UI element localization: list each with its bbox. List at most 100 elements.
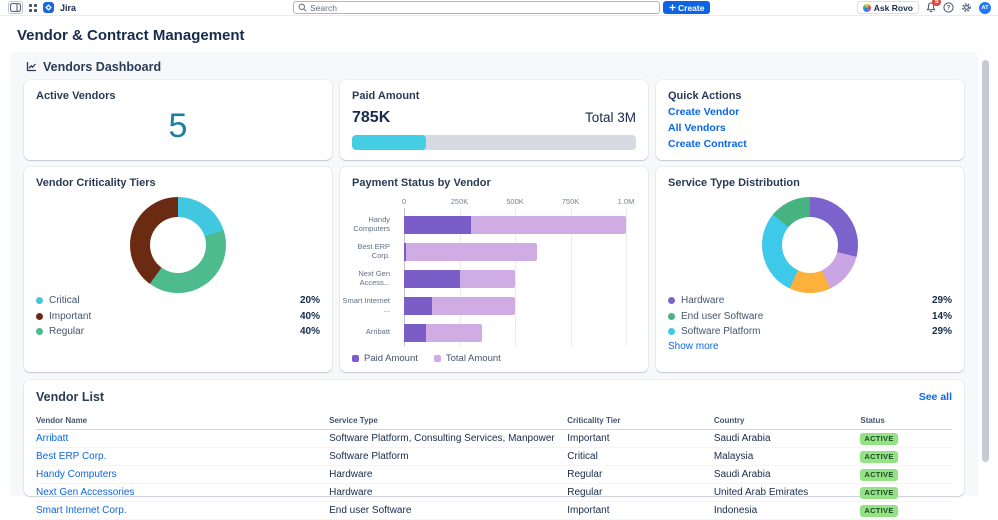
criticality-cell: Regular xyxy=(567,465,714,484)
column-header[interactable]: Status xyxy=(860,413,952,430)
paid-progress-fill xyxy=(352,135,426,150)
country-cell: Malaysia xyxy=(713,447,861,466)
user-avatar[interactable]: AT xyxy=(979,1,991,14)
legend-item: Regular 40% xyxy=(36,324,320,340)
status-cell: ACTIVE xyxy=(860,465,952,484)
column-header[interactable]: Country xyxy=(713,413,861,430)
x-tick-label: 500K xyxy=(506,197,524,206)
status-cell: ACTIVE xyxy=(860,447,952,466)
legend-dot xyxy=(668,312,675,320)
criticality-legend: Critical 20% Important 40% Regular 40% xyxy=(36,293,320,340)
svg-text:?: ? xyxy=(947,5,951,12)
legend-value: 29% xyxy=(931,295,952,307)
paid-amount-total: Total 3M xyxy=(584,110,636,125)
legend-item: Important 40% xyxy=(36,309,320,325)
ask-rovo-label: Ask Rovo xyxy=(873,2,913,13)
x-tick-label: 250K xyxy=(450,197,469,206)
jira-logo-icon[interactable] xyxy=(43,2,54,13)
total-amount-bar xyxy=(404,242,538,261)
rovo-icon xyxy=(862,3,871,12)
sidebar-toggle-icon[interactable] xyxy=(8,1,23,14)
bar-row xyxy=(404,211,626,238)
quick-actions-links: Create Vendor All Vendors Create Contract xyxy=(668,106,952,150)
ask-rovo-button[interactable]: Ask Rovo xyxy=(856,1,919,14)
plus-icon xyxy=(669,4,676,11)
active-vendors-card: Active Vendors 5 xyxy=(24,80,332,160)
criticality-title: Vendor Criticality Tiers xyxy=(36,177,156,189)
paid-amount-bar xyxy=(404,242,407,261)
legend-label: Important xyxy=(49,310,92,322)
show-more-link[interactable]: Show more xyxy=(668,341,719,352)
gridline xyxy=(570,208,572,346)
criticality-donut xyxy=(130,197,226,293)
service-type-cell: Software Platform, Consulting Services, … xyxy=(329,429,568,448)
vendor-name-link[interactable]: Handy Computers xyxy=(36,469,117,480)
service-type-cell: Software Platform xyxy=(329,447,568,466)
y-axis-label: Arribatt xyxy=(365,327,390,337)
vendor-name-link[interactable]: Arribatt xyxy=(36,433,69,444)
status-cell: ACTIVE xyxy=(860,483,952,502)
service-type-card: Service Type Distribution Hardware 29% End… xyxy=(656,167,964,372)
column-header[interactable]: Vendor Name xyxy=(36,413,330,430)
active-vendors-value: 5 xyxy=(168,106,188,145)
search-box[interactable] xyxy=(293,1,660,14)
quick-action-link[interactable]: Create Contract xyxy=(668,138,747,150)
legend-label: Hardware xyxy=(681,295,725,307)
criticality-cell: Important xyxy=(567,429,714,448)
payment-plot xyxy=(404,208,627,346)
legend-value: 40% xyxy=(299,310,320,322)
criticality-cell: Regular xyxy=(567,483,714,502)
country-cell: United Arab Emirates xyxy=(713,483,861,502)
column-header[interactable]: Service Type xyxy=(329,413,568,430)
country-cell: Saudi Arabia xyxy=(713,429,861,448)
paid-amount-value: 785K xyxy=(352,109,391,126)
settings-button[interactable] xyxy=(961,2,972,13)
service-donut xyxy=(762,197,858,293)
status-cell: ACTIVE xyxy=(860,501,952,520)
y-axis-label: Handy Computers xyxy=(353,215,390,233)
active-vendors-title: Active Vendors xyxy=(36,90,116,102)
legend-value: 29% xyxy=(931,326,952,338)
legend-value: 20% xyxy=(299,295,320,307)
vendor-name-cell: Arribatt xyxy=(36,429,330,448)
vendor-name-link[interactable]: Next Gen Accessories xyxy=(36,487,135,498)
bar-legend-item: Paid Amount xyxy=(352,353,418,364)
legend-item: Software Platform 29% xyxy=(668,324,952,340)
legend-item: Critical 20% xyxy=(36,293,320,309)
create-button[interactable]: Create xyxy=(663,1,711,14)
country-cell: Saudi Arabia xyxy=(713,465,861,484)
y-axis-label: Best ERP Corp. xyxy=(357,242,390,260)
vendor-name-link[interactable]: Best ERP Corp. xyxy=(36,451,107,462)
vendor-name-cell: Handy Computers xyxy=(36,465,330,484)
status-badge: ACTIVE xyxy=(860,450,898,463)
notifications-button[interactable]: 5 xyxy=(926,0,941,13)
bar-row xyxy=(404,319,626,346)
quick-action-link[interactable]: Create Vendor xyxy=(668,106,740,118)
dashboard-chart-icon xyxy=(26,61,37,72)
column-header[interactable]: Criticality Tier xyxy=(567,413,714,430)
vertical-scrollbar[interactable] xyxy=(982,60,989,462)
table-row: Arribatt Software Platform, Consulting Se… xyxy=(36,429,952,448)
notification-badge: 5 xyxy=(932,0,941,6)
app-switcher-icon[interactable] xyxy=(29,3,37,12)
legend-label: Software Platform xyxy=(681,326,761,338)
legend-label: Critical xyxy=(49,295,80,307)
legend-label: End user Software xyxy=(681,310,764,322)
service-legend: Hardware 29% End user Software 14% Software … xyxy=(668,293,952,340)
section-title: Vendors Dashboard xyxy=(43,59,162,74)
payment-xticks: 0 250K 500K 750K 1.0M xyxy=(401,197,634,207)
status-badge: ACTIVE xyxy=(860,468,898,481)
criticality-cell: Important xyxy=(567,501,714,520)
vendor-name-link[interactable]: Smart Internet Corp. xyxy=(36,505,127,516)
criticality-cell: Critical xyxy=(567,447,714,466)
table-row: Next Gen Accessories Hardware Regular Unite… xyxy=(36,483,952,502)
see-all-link[interactable]: See all xyxy=(918,391,952,403)
table-row: Best ERP Corp. Software Platform Critical M… xyxy=(36,447,952,466)
x-tick-label: 0 xyxy=(401,197,407,206)
search-input[interactable] xyxy=(310,2,655,13)
total-amount-bar xyxy=(404,296,515,315)
quick-action-link[interactable]: All Vendors xyxy=(668,122,726,134)
help-button[interactable]: ? xyxy=(943,2,954,13)
vendor-table-body: Arribatt Software Platform, Consulting Se… xyxy=(36,429,952,520)
legend-label: Regular xyxy=(49,326,85,338)
